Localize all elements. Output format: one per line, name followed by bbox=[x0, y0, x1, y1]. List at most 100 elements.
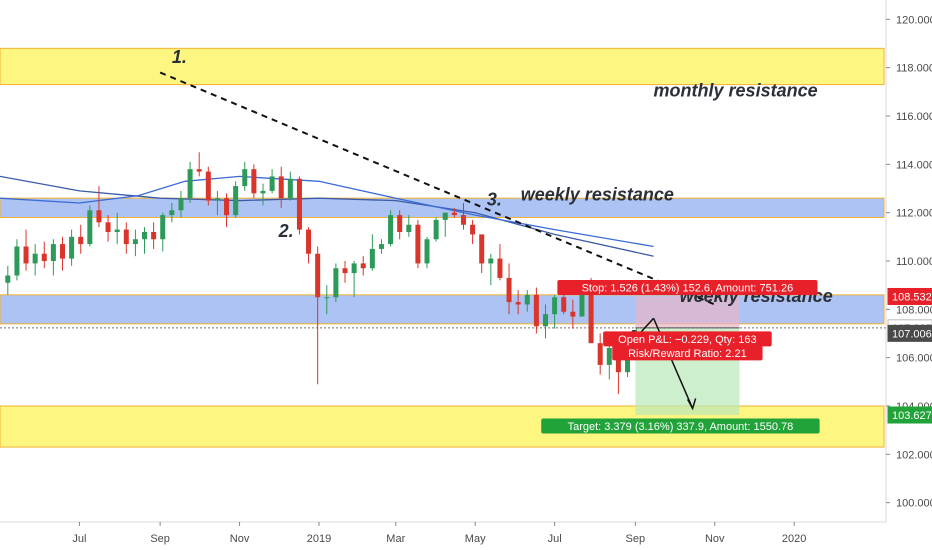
y-tick-label: 110.000 bbox=[896, 256, 932, 268]
candle-body bbox=[397, 215, 403, 232]
candle-body bbox=[315, 253, 321, 298]
candle-body bbox=[14, 246, 20, 276]
candle-body bbox=[132, 239, 138, 245]
rr-label: Risk/Reward Ratio: 2.21 bbox=[628, 348, 747, 360]
candle-body bbox=[151, 232, 157, 240]
candle-body bbox=[114, 229, 120, 232]
candle-body bbox=[479, 234, 485, 264]
candle-body bbox=[50, 244, 56, 261]
y-tick-label: 106.000 bbox=[896, 353, 932, 365]
x-tick-label: Mar bbox=[386, 533, 405, 545]
candle-body bbox=[196, 169, 202, 172]
x-tick-label: Jul bbox=[72, 533, 86, 545]
candle-body bbox=[278, 176, 284, 199]
candle-body bbox=[524, 294, 530, 305]
price-label-3: 103.627 bbox=[892, 410, 932, 422]
x-tick-label: Nov bbox=[705, 533, 725, 545]
candle-body bbox=[269, 176, 275, 191]
annotation-label: 3. bbox=[487, 189, 502, 209]
candle-body bbox=[606, 348, 612, 365]
candle-body bbox=[324, 297, 330, 299]
candle-body bbox=[123, 229, 129, 245]
risk-box bbox=[635, 296, 740, 328]
candle-body bbox=[251, 169, 257, 194]
x-tick-label: 2020 bbox=[782, 533, 806, 545]
y-tick-label: 102.000 bbox=[896, 449, 932, 461]
annotation-label: 2. bbox=[278, 221, 294, 241]
candle-body bbox=[597, 343, 603, 365]
candle-body bbox=[515, 302, 521, 305]
candle-body bbox=[142, 232, 148, 240]
stop-label: Stop: 1.526 (1.43%) 152.6, Amount: 751.2… bbox=[582, 282, 794, 294]
candle-body bbox=[497, 258, 503, 278]
pnl-label: Open P&L: −0.229, Qty: 163 bbox=[618, 334, 757, 346]
annotation-label: weekly resistance bbox=[521, 185, 674, 205]
price-label-0: 108.532 bbox=[892, 291, 932, 303]
y-tick-label: 116.000 bbox=[896, 111, 932, 123]
target-label-bg bbox=[541, 418, 820, 434]
price-label-bg-3 bbox=[887, 406, 932, 424]
candle-body bbox=[460, 215, 466, 225]
candle-body bbox=[542, 314, 549, 327]
candle-body bbox=[360, 263, 366, 269]
x-tick-label: Jul bbox=[548, 533, 562, 545]
candle-body bbox=[406, 224, 412, 232]
position-labels-layer: Stop: 1.526 (1.43%) 152.6, Amount: 751.2… bbox=[541, 279, 820, 434]
x-tick-label: 2019 bbox=[307, 533, 331, 545]
target-label: Target: 3.379 (3.16%) 337.9, Amount: 155… bbox=[568, 421, 794, 433]
candle-body bbox=[342, 268, 348, 274]
candle-body bbox=[306, 229, 312, 254]
candle-body bbox=[415, 224, 421, 264]
candle-body bbox=[433, 219, 439, 240]
candle-body bbox=[351, 263, 357, 274]
y-tick-label: 112.000 bbox=[896, 208, 932, 220]
candle-body bbox=[242, 169, 248, 187]
candle-body bbox=[69, 236, 75, 259]
trendline bbox=[159, 71, 716, 306]
candle-body bbox=[205, 171, 211, 201]
candle-body bbox=[424, 239, 430, 264]
candle-body bbox=[625, 350, 631, 373]
candle-body bbox=[41, 253, 47, 261]
projection-arrowhead bbox=[686, 398, 697, 411]
candle-body bbox=[378, 244, 384, 249]
candle-body bbox=[561, 297, 567, 312]
candle-body bbox=[187, 169, 193, 199]
pnl-label-bg bbox=[603, 331, 772, 347]
candle-body bbox=[533, 294, 539, 327]
candle-body bbox=[470, 224, 476, 235]
price-label-bg-2 bbox=[887, 324, 932, 342]
price-label-bg-0 bbox=[887, 287, 932, 305]
candle-body bbox=[388, 215, 394, 245]
candle-body bbox=[506, 277, 512, 303]
y-tick-label: 108.000 bbox=[896, 304, 932, 316]
candle-body bbox=[87, 210, 93, 245]
candle-body bbox=[23, 246, 29, 264]
candle-body bbox=[579, 292, 585, 317]
candle-body bbox=[96, 210, 102, 223]
x-tick-label: Sep bbox=[626, 533, 646, 545]
candle-body bbox=[260, 190, 266, 194]
y-tick-label: 100.000 bbox=[896, 498, 932, 510]
rr-label-bg bbox=[612, 345, 763, 361]
candles-layer bbox=[5, 152, 640, 394]
candle-body bbox=[224, 198, 230, 216]
candle-body bbox=[552, 297, 558, 315]
x-tick-label: Nov bbox=[230, 533, 250, 545]
y-tick-label: 118.000 bbox=[896, 63, 932, 75]
stop-label-bg bbox=[557, 279, 818, 295]
candle-body bbox=[287, 178, 293, 199]
candle-body bbox=[588, 292, 594, 344]
time-axis: Jul Sep Nov 2019 Mar May Jul Sep Nov 2020 bbox=[0, 521, 886, 545]
candle-body bbox=[160, 215, 166, 240]
candle-body bbox=[32, 253, 38, 264]
y-tick-label: 120.000 bbox=[896, 14, 932, 26]
candle-body bbox=[214, 198, 220, 201]
candle-body bbox=[488, 258, 494, 264]
zone-0 bbox=[0, 47, 885, 86]
x-tick-label: Sep bbox=[150, 533, 170, 545]
price-axis: 120.000 118.000 116.000 114.000 112.000 110.0… bbox=[885, 0, 932, 522]
annotation-label: 1. bbox=[172, 47, 187, 67]
candle-body bbox=[169, 210, 175, 216]
